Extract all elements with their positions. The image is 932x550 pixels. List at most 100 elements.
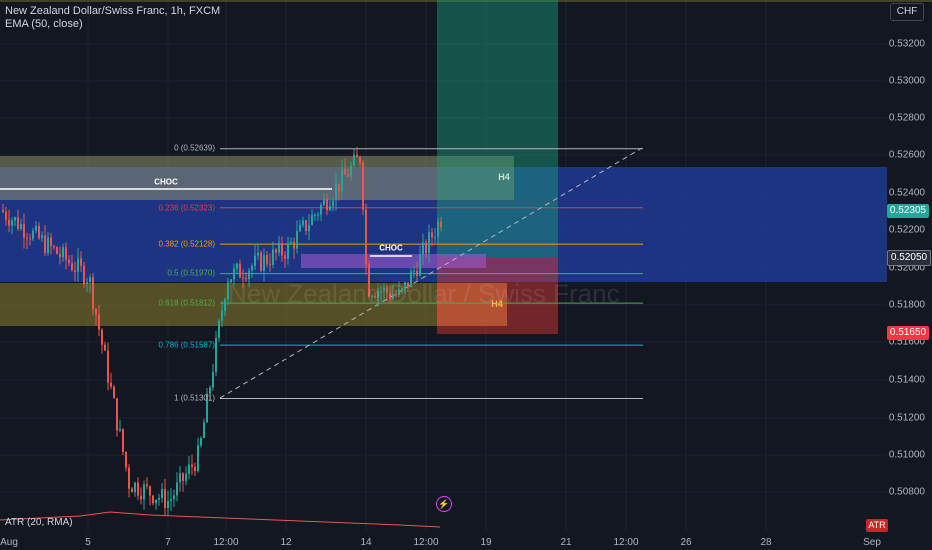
h4-supply-zone[interactable] bbox=[0, 156, 514, 200]
candle-body bbox=[125, 452, 127, 468]
candle-body bbox=[431, 232, 433, 238]
level-price-tag: 0.52050 bbox=[887, 250, 931, 266]
candle-body bbox=[35, 225, 37, 231]
candle-body bbox=[38, 225, 40, 239]
candle-body bbox=[248, 270, 250, 280]
candle-body bbox=[14, 217, 16, 221]
candle-body bbox=[47, 237, 49, 254]
symbol-title[interactable]: New Zealand Dollar/Swiss Franc, 1h, FXCM bbox=[5, 5, 221, 17]
candle-body bbox=[413, 270, 415, 272]
candle-body bbox=[137, 482, 139, 496]
candle-body bbox=[176, 482, 178, 496]
candle-body bbox=[404, 282, 406, 289]
candle-body bbox=[218, 320, 220, 338]
price-axis-label: 0.51400 bbox=[888, 374, 925, 386]
candle-body bbox=[71, 263, 73, 271]
candle-body bbox=[392, 294, 394, 299]
candle-body bbox=[155, 499, 157, 504]
ema-legend[interactable]: EMA (50, close) bbox=[5, 18, 83, 30]
candle-body bbox=[200, 438, 202, 446]
candle-body bbox=[260, 252, 262, 271]
atr-tag: ATR bbox=[866, 519, 888, 532]
candle-body bbox=[293, 241, 295, 249]
candle-body bbox=[164, 488, 166, 508]
h4-label: H4 bbox=[491, 299, 503, 309]
candle-body bbox=[116, 398, 118, 431]
time-axis-label: 28 bbox=[760, 537, 772, 548]
candle-body bbox=[305, 220, 307, 232]
candle-body bbox=[416, 270, 418, 276]
candle-body bbox=[131, 488, 133, 493]
candle-body bbox=[29, 238, 31, 240]
choc-label: CHOC bbox=[154, 177, 178, 187]
fib-retracement[interactable] bbox=[220, 148, 643, 399]
candle-body bbox=[41, 235, 43, 239]
candle-body bbox=[233, 268, 235, 280]
candle-body bbox=[272, 249, 274, 265]
candle-body bbox=[230, 279, 232, 283]
h4-demand-zone-yellow[interactable] bbox=[0, 283, 507, 326]
candle-body bbox=[113, 386, 115, 399]
candlesticks bbox=[2, 146, 442, 516]
candle-body bbox=[428, 232, 430, 254]
candle-body bbox=[338, 183, 340, 192]
candle-body bbox=[152, 495, 154, 504]
candle-body bbox=[182, 473, 184, 481]
candle-body bbox=[8, 219, 10, 226]
current-price-tag: 0.52305 bbox=[887, 204, 929, 218]
fib-label-0618: 0.618 (0.51812) bbox=[158, 298, 216, 308]
h4-label: H4 bbox=[498, 172, 510, 182]
candle-body bbox=[50, 237, 52, 247]
candle-body bbox=[53, 246, 55, 248]
candle-body bbox=[440, 221, 442, 228]
choc-label: CHOC bbox=[379, 243, 403, 253]
fib-label-0236: 0.236 (0.52323) bbox=[158, 203, 216, 213]
price-axis-label: 0.51200 bbox=[888, 412, 925, 424]
candle-body bbox=[281, 242, 283, 256]
candle-body bbox=[296, 231, 298, 249]
candle-body bbox=[407, 282, 409, 288]
candle-body bbox=[191, 464, 193, 467]
candle-body bbox=[425, 242, 427, 254]
price-axis-label: 0.51000 bbox=[888, 449, 925, 461]
candle-body bbox=[122, 429, 124, 453]
candle-body bbox=[11, 220, 13, 226]
target-zone-green[interactable] bbox=[437, 0, 558, 257]
candle-body bbox=[395, 294, 397, 296]
time-axis-label: Aug bbox=[0, 537, 18, 548]
atr-legend[interactable]: ATR (20, RMA) bbox=[5, 517, 73, 528]
candle-body bbox=[56, 247, 58, 255]
candle-body bbox=[104, 344, 106, 351]
candle-body bbox=[263, 255, 265, 271]
fib-label-0: 0 (0.52639) bbox=[174, 143, 215, 153]
candle-body bbox=[62, 247, 64, 258]
candle-body bbox=[269, 263, 271, 265]
candle-body bbox=[224, 299, 226, 311]
candle-body bbox=[140, 495, 142, 500]
fib-label-1: 1 (0.51301) bbox=[174, 393, 215, 403]
currency-button[interactable]: CHF bbox=[890, 3, 924, 21]
candle-body bbox=[401, 288, 403, 290]
price-axis-label: 0.52800 bbox=[888, 112, 925, 124]
candle-body bbox=[311, 215, 313, 226]
flash-icon[interactable]: ⚡ bbox=[436, 496, 452, 512]
candle-body bbox=[368, 264, 370, 297]
candle-body bbox=[347, 174, 349, 177]
candle-body bbox=[101, 329, 103, 345]
order-block-purple[interactable] bbox=[301, 254, 486, 268]
price-axis[interactable]: 0.53200 0.53000 0.52800 0.52600 0.52400 … bbox=[887, 0, 932, 532]
candle-body bbox=[2, 210, 4, 212]
candle-body bbox=[17, 217, 19, 230]
fib-trend-line[interactable] bbox=[219, 147, 643, 399]
candle-body bbox=[434, 236, 436, 238]
candle-body bbox=[98, 314, 100, 330]
candle-body bbox=[206, 393, 208, 423]
candle-body bbox=[143, 484, 145, 500]
candle-body bbox=[317, 214, 319, 216]
h4-demand-zone-red[interactable] bbox=[437, 283, 507, 326]
candle-body bbox=[173, 495, 175, 500]
candle-body bbox=[257, 252, 259, 256]
candle-body bbox=[239, 263, 241, 278]
candle-body bbox=[386, 287, 388, 293]
